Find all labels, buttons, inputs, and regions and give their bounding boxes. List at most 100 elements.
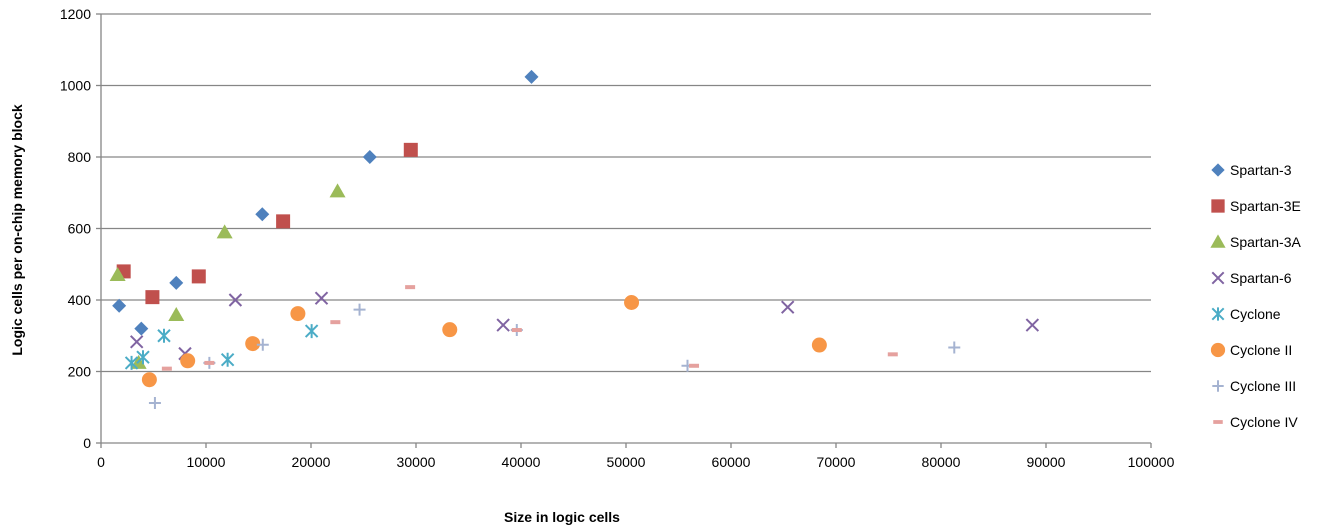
x-tick-label: 70000: [817, 454, 856, 470]
data-point: [780, 300, 795, 314]
data-point: [314, 291, 329, 305]
data-point: [496, 318, 510, 332]
data-point: [362, 150, 377, 164]
x-tick-label: 50000: [607, 454, 646, 470]
data-point: [304, 324, 319, 339]
series-spartan-6: [129, 291, 1040, 361]
y-tick-label: 400: [68, 292, 92, 308]
axes: [96, 13, 1152, 448]
data-point: [1025, 318, 1040, 332]
data-point: [124, 355, 139, 370]
legend-marker: [1211, 199, 1225, 213]
legend: Spartan-3 Spartan-3E Spartan-3A Spartan-6 Cy…: [1210, 162, 1301, 430]
data-point: [112, 298, 127, 313]
data-point: [403, 142, 418, 157]
data-point: [524, 69, 539, 84]
legend-item: Cyclone: [1211, 306, 1281, 322]
data-point: [220, 352, 235, 367]
x-tick-label: 80000: [922, 454, 961, 470]
data-point: [157, 328, 171, 343]
legend-marker: [1211, 163, 1225, 177]
data-point: [228, 293, 243, 307]
y-tick-label: 600: [68, 221, 92, 237]
legend-label: Spartan-3: [1230, 162, 1292, 178]
data-points: [109, 69, 1040, 409]
series-spartan-3e: [116, 142, 418, 305]
y-tick-label: 800: [68, 149, 92, 165]
legend-label: Spartan-3A: [1230, 234, 1301, 250]
series-spartan-3a: [109, 183, 346, 369]
data-point: [169, 275, 184, 290]
x-tick-label: 0: [97, 454, 105, 470]
legend-label: Cyclone III: [1230, 378, 1296, 394]
data-point: [290, 306, 306, 322]
data-point: [216, 224, 233, 239]
x-tick-label: 40000: [502, 454, 541, 470]
y-tick-labels: 0 200 400 600 800 1000 1200: [60, 6, 91, 451]
legend-item: Spartan-3E: [1211, 198, 1301, 214]
data-point: [255, 207, 270, 222]
legend-marker: [1212, 380, 1224, 392]
legend-label: Spartan-3E: [1230, 198, 1301, 214]
legend-item: Spartan-6: [1211, 270, 1292, 286]
data-point: [948, 341, 961, 354]
series-cyclone-ii: [141, 295, 827, 388]
series-cyclone-iv: [161, 285, 898, 371]
legend-marker: [1211, 307, 1225, 321]
y-tick-label: 0: [83, 435, 91, 451]
x-tick-label: 90000: [1027, 454, 1066, 470]
data-point: [329, 183, 346, 198]
data-point: [129, 335, 144, 349]
data-point: [442, 322, 458, 338]
x-tick-label: 100000: [1128, 454, 1175, 470]
data-point: [256, 338, 269, 351]
legend-item: Cyclone IV: [1213, 414, 1298, 430]
x-tick-label: 60000: [712, 454, 751, 470]
data-point: [109, 266, 126, 281]
data-point: [624, 295, 640, 311]
y-axis-title: Logic cells per on-chip memory block: [9, 104, 25, 355]
legend-label: Spartan-6: [1230, 270, 1292, 286]
legend-label: Cyclone II: [1230, 342, 1292, 358]
data-point: [511, 328, 522, 333]
data-point: [887, 352, 898, 357]
legend-item: Cyclone III: [1212, 378, 1296, 394]
data-point: [405, 285, 416, 290]
legend-label: Cyclone IV: [1230, 414, 1298, 430]
data-point: [145, 290, 160, 305]
legend-item: Spartan-3: [1211, 162, 1292, 178]
legend-item: Cyclone II: [1210, 342, 1292, 358]
data-point: [148, 396, 161, 409]
data-point: [136, 350, 150, 365]
series-cyclone: [124, 324, 319, 370]
data-point: [204, 360, 215, 365]
x-tick-label: 30000: [397, 454, 436, 470]
data-point: [330, 320, 341, 325]
y-tick-label: 200: [68, 364, 92, 380]
series-cyclone-iii: [148, 303, 961, 409]
data-point: [191, 269, 206, 284]
y-tick-label: 1200: [60, 6, 91, 22]
legend-marker: [1210, 234, 1226, 248]
data-point: [141, 372, 157, 388]
data-point: [689, 363, 700, 368]
data-point: [168, 307, 185, 322]
data-point: [180, 353, 196, 369]
series-spartan-3: [112, 69, 539, 336]
legend-marker: [1210, 342, 1226, 358]
x-axis-title: Size in logic cells: [504, 509, 620, 525]
x-tick-label: 20000: [292, 454, 331, 470]
legend-marker: [1211, 271, 1225, 285]
data-point: [811, 337, 827, 353]
data-point: [353, 303, 366, 316]
data-point: [134, 321, 149, 336]
gridlines: [101, 13, 1151, 373]
data-point: [161, 366, 172, 371]
x-tick-labels: 0 10000 20000 30000 40000 50000 60000 70000 8000…: [97, 454, 1174, 470]
data-point: [245, 336, 261, 352]
legend-label: Cyclone: [1230, 306, 1281, 322]
legend-marker: [1213, 420, 1223, 424]
y-tick-label: 1000: [60, 78, 91, 94]
legend-item: Spartan-3A: [1210, 234, 1301, 250]
